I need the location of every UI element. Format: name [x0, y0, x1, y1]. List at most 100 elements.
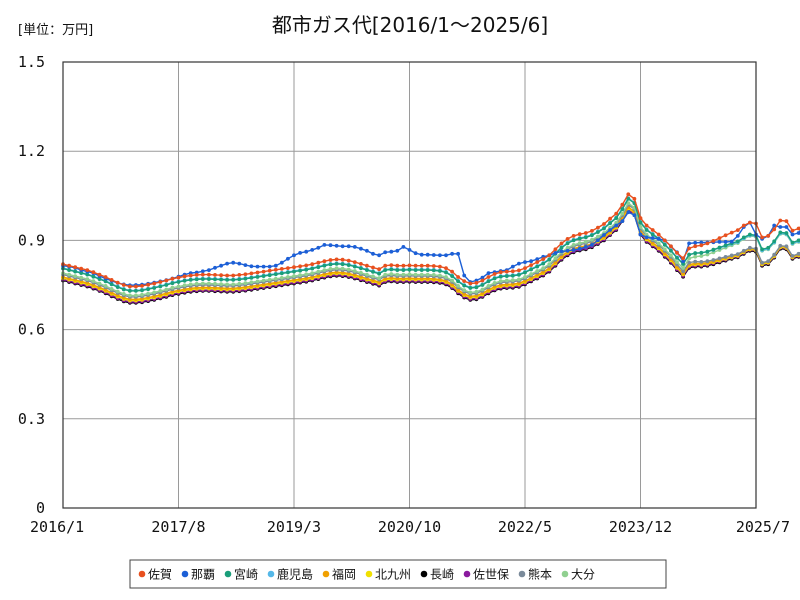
point-那覇 [419, 252, 424, 257]
point-大分 [292, 274, 296, 278]
y-tick-label: 0.9 [18, 231, 45, 249]
point-那覇 [292, 253, 296, 258]
point-宮崎 [213, 277, 217, 282]
point-那覇 [298, 251, 302, 255]
point-那覇 [334, 243, 339, 248]
point-宮崎 [200, 277, 205, 281]
point-宮崎 [146, 287, 151, 292]
legend-label-福岡: 福岡 [332, 567, 356, 582]
point-宮崎 [219, 277, 224, 282]
point-佐賀 [413, 263, 418, 268]
point-佐賀 [462, 279, 467, 283]
y-tick-label: 1.5 [18, 53, 45, 71]
point-那覇 [632, 213, 637, 218]
point-大分 [687, 256, 691, 261]
point-那覇 [577, 246, 582, 251]
point-佐賀 [158, 280, 163, 284]
point-宮崎 [650, 232, 655, 237]
point-佐賀 [419, 263, 424, 268]
point-大分 [474, 289, 479, 294]
point-那覇 [267, 264, 272, 269]
point-大分 [371, 274, 375, 279]
point-大分 [255, 279, 260, 284]
point-佐賀 [328, 258, 333, 262]
point-熊本 [735, 252, 740, 256]
point-那覇 [565, 248, 570, 253]
point-宮崎 [626, 196, 631, 201]
x-tick-label: 2017/8 [151, 518, 205, 536]
point-大分 [207, 281, 211, 286]
point-那覇 [735, 234, 740, 238]
point-佐賀 [766, 234, 771, 238]
point-熊本 [796, 251, 800, 256]
point-大分 [200, 281, 205, 286]
point-佐賀 [608, 216, 612, 221]
point-大分 [407, 272, 412, 277]
point-那覇 [614, 223, 619, 228]
point-宮崎 [359, 266, 363, 271]
point-佐賀 [553, 247, 558, 252]
point-宮崎 [462, 283, 467, 288]
point-大分 [395, 272, 400, 277]
point-佐賀 [213, 273, 217, 277]
point-佐賀 [425, 263, 430, 268]
point-宮崎 [748, 232, 752, 237]
point-佐賀 [790, 228, 795, 233]
point-大分 [468, 290, 473, 295]
point-佐賀 [377, 267, 381, 272]
point-宮崎 [529, 267, 533, 272]
legend-marker-佐世保 [463, 570, 471, 578]
point-宮崎 [249, 276, 254, 280]
point-那覇 [431, 253, 436, 257]
point-佐賀 [407, 263, 412, 268]
point-佐賀 [535, 260, 540, 264]
point-佐賀 [699, 243, 704, 248]
point-佐賀 [97, 272, 102, 277]
point-大分 [705, 252, 710, 257]
point-佐賀 [693, 244, 698, 249]
point-佐賀 [468, 281, 473, 286]
point-宮崎 [662, 243, 667, 247]
point-宮崎 [486, 279, 491, 284]
x-tick-label: 2016/1 [30, 518, 84, 536]
point-宮崎 [340, 262, 345, 267]
point-佐賀 [255, 270, 260, 275]
point-大分 [419, 272, 424, 277]
point-那覇 [583, 245, 588, 249]
point-宮崎 [97, 277, 102, 281]
point-宮崎 [316, 265, 321, 270]
point-宮崎 [371, 270, 375, 274]
point-佐賀 [741, 223, 746, 228]
point-那覇 [450, 251, 454, 256]
point-宮崎 [286, 270, 290, 275]
legend-marker-宮崎 [224, 570, 232, 578]
point-佐賀 [79, 266, 84, 271]
point-那覇 [261, 264, 266, 269]
y-axis-ticks: 0 0.3 0.6 0.9 1.2 1.5 [18, 53, 45, 517]
legend-marker-大分 [561, 570, 569, 578]
point-佐賀 [352, 260, 357, 264]
x-tick-label: 2023/12 [609, 518, 672, 536]
point-宮崎 [237, 277, 242, 282]
point-宮崎 [334, 262, 339, 266]
point-佐賀 [225, 273, 230, 278]
point-大分 [194, 281, 199, 286]
point-熊本 [778, 243, 783, 248]
point-大分 [328, 267, 333, 271]
point-宮崎 [292, 269, 296, 274]
point-那覇 [626, 210, 631, 215]
point-大分 [669, 253, 673, 258]
point-佐賀 [796, 226, 800, 231]
y-tick-label: 0.3 [18, 410, 45, 428]
point-大分 [304, 272, 309, 277]
point-大分 [596, 234, 600, 239]
point-佐賀 [565, 237, 570, 241]
point-佐賀 [200, 272, 205, 277]
point-佐賀 [510, 269, 515, 274]
point-那覇 [620, 219, 625, 224]
point-大分 [450, 278, 454, 283]
point-熊本 [705, 259, 710, 264]
point-大分 [365, 272, 369, 277]
point-那覇 [717, 240, 722, 244]
point-大分 [431, 273, 436, 277]
